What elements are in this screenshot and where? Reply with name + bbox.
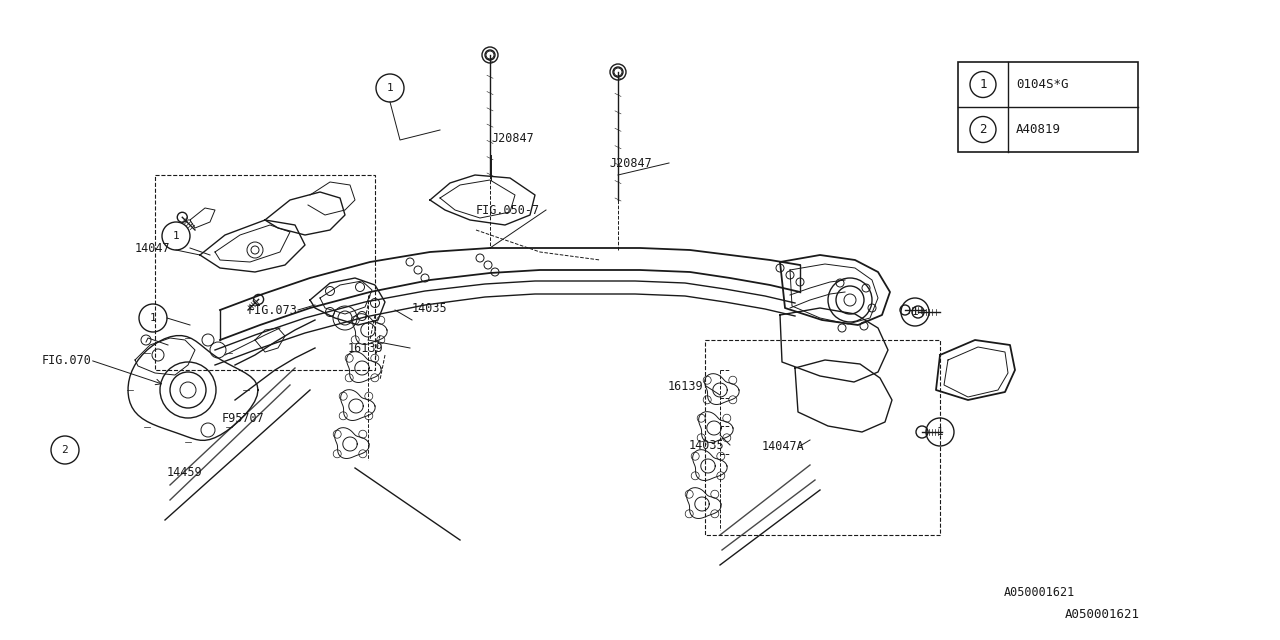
Text: 1: 1 bbox=[937, 427, 943, 437]
Text: 14035: 14035 bbox=[412, 301, 448, 314]
Text: FIG.070: FIG.070 bbox=[42, 353, 92, 367]
Bar bbox=[957, 62, 1138, 152]
Text: 1: 1 bbox=[387, 83, 393, 93]
Text: J20847: J20847 bbox=[609, 157, 652, 170]
Text: 1: 1 bbox=[979, 78, 987, 91]
Text: 16139: 16139 bbox=[668, 380, 704, 392]
Text: 1: 1 bbox=[150, 313, 156, 323]
Text: 0104S*G: 0104S*G bbox=[1016, 78, 1069, 91]
Text: 14047: 14047 bbox=[134, 241, 170, 255]
Text: 1: 1 bbox=[173, 231, 179, 241]
Text: 14047A: 14047A bbox=[762, 440, 805, 452]
Text: A050001621: A050001621 bbox=[1004, 586, 1075, 598]
Text: J20847: J20847 bbox=[492, 131, 534, 145]
Text: 2: 2 bbox=[61, 445, 68, 455]
Text: 14459: 14459 bbox=[166, 465, 202, 479]
Text: 2: 2 bbox=[979, 123, 987, 136]
Text: A40819: A40819 bbox=[1016, 123, 1061, 136]
Text: 16139: 16139 bbox=[348, 342, 384, 355]
Bar bbox=[705, 340, 940, 535]
Text: A050001621: A050001621 bbox=[1065, 609, 1140, 621]
Text: FIG.050-7: FIG.050-7 bbox=[476, 204, 540, 216]
Text: F95707: F95707 bbox=[221, 412, 265, 424]
Text: 14035: 14035 bbox=[689, 438, 724, 451]
Text: 1: 1 bbox=[911, 307, 918, 317]
Text: FIG.073: FIG.073 bbox=[248, 303, 298, 317]
Bar bbox=[155, 175, 375, 370]
